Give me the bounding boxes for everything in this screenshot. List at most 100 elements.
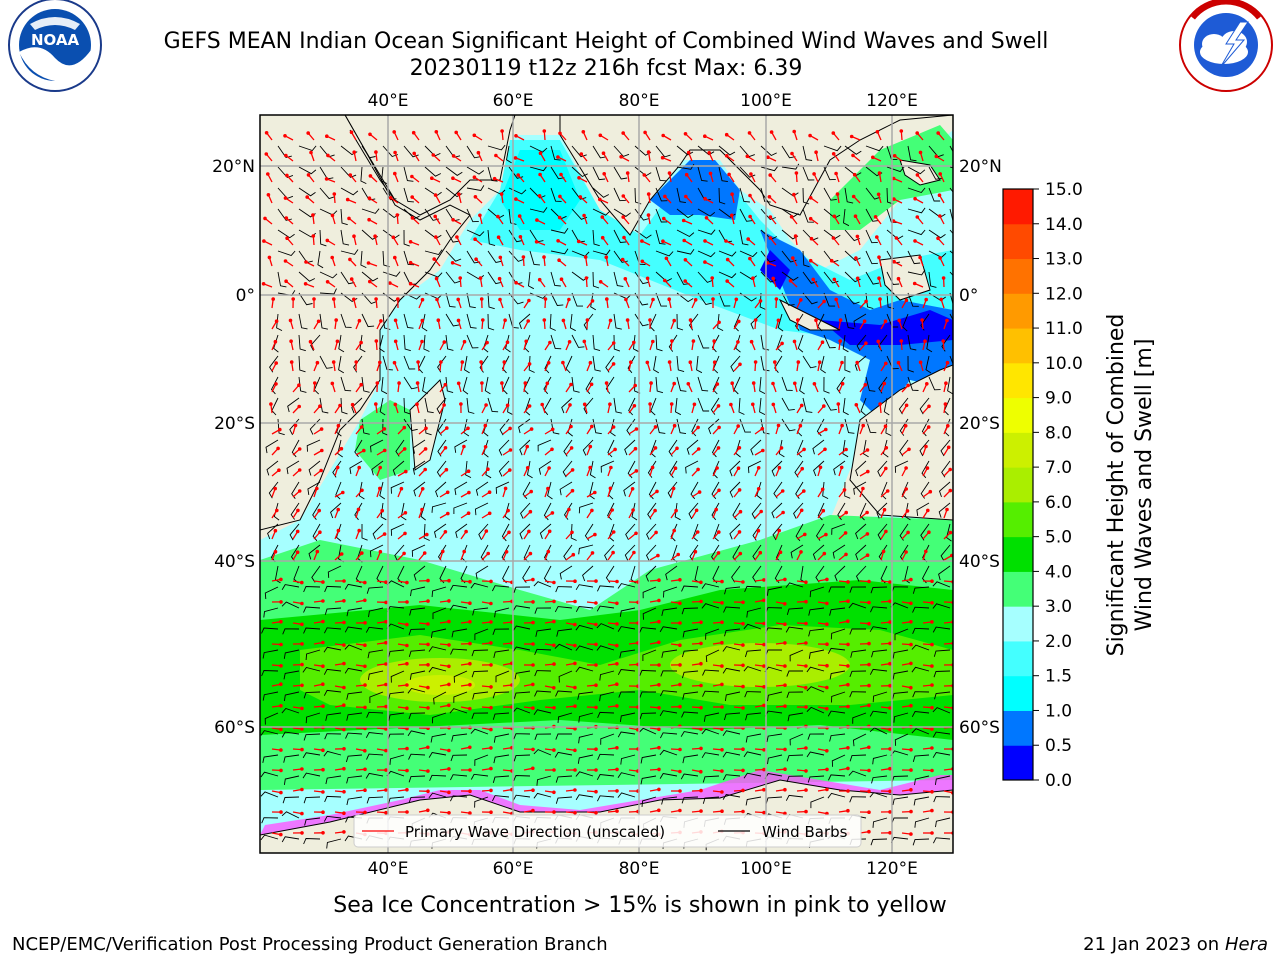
wave-arrow-head bbox=[716, 404, 721, 408]
wave-arrow-head bbox=[884, 466, 888, 471]
wave-arrow-head bbox=[846, 766, 850, 771]
wave-arrow-head bbox=[741, 809, 745, 814]
wind-barb bbox=[559, 481, 573, 496]
wave-arrow-head bbox=[300, 767, 304, 771]
wave-arrow-head bbox=[384, 620, 388, 624]
wind-barb bbox=[382, 187, 397, 201]
wave-arrow-head bbox=[279, 810, 283, 814]
wave-arrow-head bbox=[335, 465, 340, 470]
wave-arrow-head bbox=[844, 552, 848, 557]
wave-arrow-head bbox=[751, 402, 755, 407]
wave-arrow-head bbox=[696, 467, 700, 472]
wind-barb bbox=[277, 229, 295, 239]
wind-barb bbox=[823, 187, 837, 201]
wave-arrow-head bbox=[567, 297, 571, 302]
wind-barb bbox=[324, 733, 342, 740]
wave-arrow-head bbox=[556, 239, 560, 243]
wind-barb bbox=[409, 607, 426, 616]
wind-barb bbox=[849, 628, 867, 635]
wind-barb bbox=[902, 313, 909, 332]
wave-arrow-head bbox=[531, 788, 535, 792]
wave-arrow-head bbox=[762, 703, 766, 708]
wave-arrow-head bbox=[548, 340, 552, 345]
wind-barb bbox=[493, 754, 510, 764]
wind-barb bbox=[829, 733, 846, 742]
wave-arrow-head bbox=[924, 297, 928, 302]
wind-barb bbox=[717, 313, 724, 332]
wind-barb bbox=[844, 481, 851, 499]
wind-barb bbox=[582, 439, 594, 456]
wind-barb bbox=[298, 313, 308, 330]
wave-arrow-head bbox=[888, 789, 892, 794]
wave-arrow-head bbox=[303, 282, 308, 286]
wave-arrow-head bbox=[487, 511, 492, 516]
wind-barb bbox=[277, 250, 296, 257]
wave-arrow-head bbox=[315, 360, 320, 365]
wave-arrow-head bbox=[489, 810, 493, 814]
wave-arrow-head bbox=[667, 171, 672, 175]
wave-arrow-head bbox=[633, 383, 637, 388]
wind-barb bbox=[471, 649, 489, 657]
wind-barb bbox=[596, 774, 615, 781]
lon-tick-label-bottom: 100°E bbox=[740, 859, 792, 879]
wind-barb bbox=[529, 165, 548, 172]
wind-barb bbox=[388, 691, 405, 700]
wind-barb bbox=[680, 773, 699, 780]
wind-barb bbox=[837, 502, 846, 521]
wave-arrow-head bbox=[588, 444, 593, 449]
wind-barb bbox=[641, 796, 657, 807]
wave-arrow-head bbox=[468, 601, 472, 605]
wave-arrow-head bbox=[573, 726, 577, 731]
wind-barb bbox=[354, 502, 363, 521]
wind-barb bbox=[298, 334, 306, 352]
wind-barb bbox=[844, 355, 851, 373]
wave-arrow-head bbox=[550, 427, 555, 432]
wave-arrow-head bbox=[909, 601, 913, 606]
wave-arrow-head bbox=[817, 360, 822, 365]
wind-barb bbox=[445, 271, 461, 284]
wave-arrow-head bbox=[915, 131, 919, 135]
wind-barb bbox=[712, 460, 720, 479]
wave-arrow-head bbox=[342, 643, 346, 647]
wind-barb bbox=[718, 145, 736, 156]
wave-arrow-head bbox=[362, 448, 366, 453]
wind-barb bbox=[766, 586, 783, 596]
wave-arrow-head bbox=[760, 426, 765, 431]
lon-tick-label-top: 60°E bbox=[493, 91, 534, 111]
wave-arrow-head bbox=[756, 528, 761, 533]
wind-barb bbox=[760, 145, 777, 157]
wave-arrow-head bbox=[473, 237, 477, 241]
wave-arrow-head bbox=[832, 214, 837, 219]
wind-barb bbox=[852, 733, 867, 747]
wind-barb bbox=[466, 313, 477, 329]
wind-barb bbox=[926, 334, 933, 353]
wave-arrow-head bbox=[717, 530, 721, 534]
wave-arrow-head bbox=[420, 297, 425, 302]
noaa-logo: NOAA bbox=[8, 0, 102, 92]
wave-arrow-head bbox=[545, 381, 550, 386]
wind-barb bbox=[617, 792, 636, 798]
wave-arrow-head bbox=[363, 580, 367, 585]
wind-barb bbox=[822, 481, 829, 500]
wind-barb bbox=[555, 775, 573, 783]
wave-arrow-head bbox=[882, 507, 887, 512]
colorbar-swatch bbox=[1003, 675, 1033, 711]
wind-barb bbox=[933, 670, 951, 678]
wind-barb bbox=[744, 691, 762, 698]
wave-arrow-head bbox=[749, 339, 754, 344]
wave-arrow-head bbox=[460, 360, 465, 364]
wave-arrow-head bbox=[608, 318, 613, 323]
wave-arrow-head bbox=[416, 360, 420, 364]
wave-arrow-head bbox=[762, 578, 766, 582]
wave-arrow-head bbox=[279, 642, 283, 647]
wave-arrow-head bbox=[431, 153, 436, 157]
wave-arrow-head bbox=[799, 298, 803, 302]
wind-barb bbox=[319, 271, 338, 279]
wind-barb bbox=[640, 775, 657, 785]
wave-arrow-head bbox=[279, 832, 283, 837]
wave-arrow-head bbox=[483, 445, 488, 449]
wave-arrow-head bbox=[357, 318, 362, 323]
wind-barb bbox=[624, 439, 636, 456]
wave-arrow-head bbox=[771, 402, 776, 407]
wave-arrow-head bbox=[909, 832, 913, 836]
